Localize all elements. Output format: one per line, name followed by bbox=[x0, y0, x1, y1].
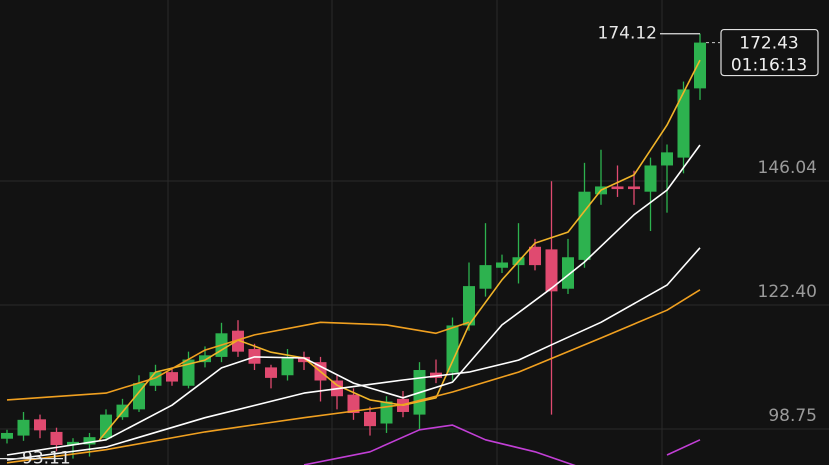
candle-body bbox=[34, 419, 46, 431]
candle-body bbox=[380, 401, 393, 424]
candle-body bbox=[166, 372, 178, 382]
last-price-box bbox=[720, 28, 819, 77]
candle-body bbox=[578, 191, 591, 260]
ma-line bbox=[6, 144, 701, 456]
candle-body bbox=[232, 330, 244, 352]
ma-line bbox=[6, 247, 701, 461]
candle-body bbox=[479, 265, 492, 289]
candle-body bbox=[281, 356, 294, 376]
candle-body bbox=[199, 355, 211, 363]
candle-body bbox=[1, 432, 13, 439]
candle-body bbox=[67, 441, 79, 446]
candle-body bbox=[446, 325, 459, 373]
countdown-label: 01:16:13 bbox=[731, 56, 807, 76]
candle-body bbox=[347, 394, 360, 414]
ma-line bbox=[6, 321, 470, 401]
candle-body bbox=[545, 249, 558, 292]
ma-line bbox=[303, 424, 701, 465]
y-tick-label: 122.40 bbox=[758, 282, 817, 302]
vertical-grid bbox=[167, 0, 663, 465]
candle-body bbox=[100, 414, 112, 439]
low-marker-label: 93.11 bbox=[22, 449, 71, 465]
candle-body bbox=[644, 165, 657, 192]
last-price-label: 172.43 bbox=[739, 34, 798, 54]
candle-body bbox=[182, 359, 195, 386]
candle-body bbox=[694, 42, 706, 89]
candle-body bbox=[298, 356, 310, 363]
candle-body bbox=[562, 257, 574, 289]
candle-body bbox=[463, 286, 475, 326]
ma-line bbox=[6, 289, 701, 464]
candle-body bbox=[496, 262, 508, 268]
candle-body bbox=[529, 246, 541, 266]
candle-body bbox=[611, 186, 624, 190]
candle-body bbox=[83, 437, 96, 445]
y-tick-label: 146.04 bbox=[758, 158, 817, 178]
y-tick-label: 98.75 bbox=[768, 406, 817, 426]
candle-body bbox=[50, 431, 63, 446]
candle-body bbox=[661, 152, 673, 166]
candle-body bbox=[265, 367, 277, 378]
high-marker-label: 174.12 bbox=[598, 24, 657, 44]
candle-body bbox=[628, 186, 640, 190]
candle-body bbox=[677, 89, 690, 158]
candle-body bbox=[364, 411, 376, 427]
ma-line bbox=[98, 59, 701, 441]
candle-body bbox=[17, 419, 30, 436]
